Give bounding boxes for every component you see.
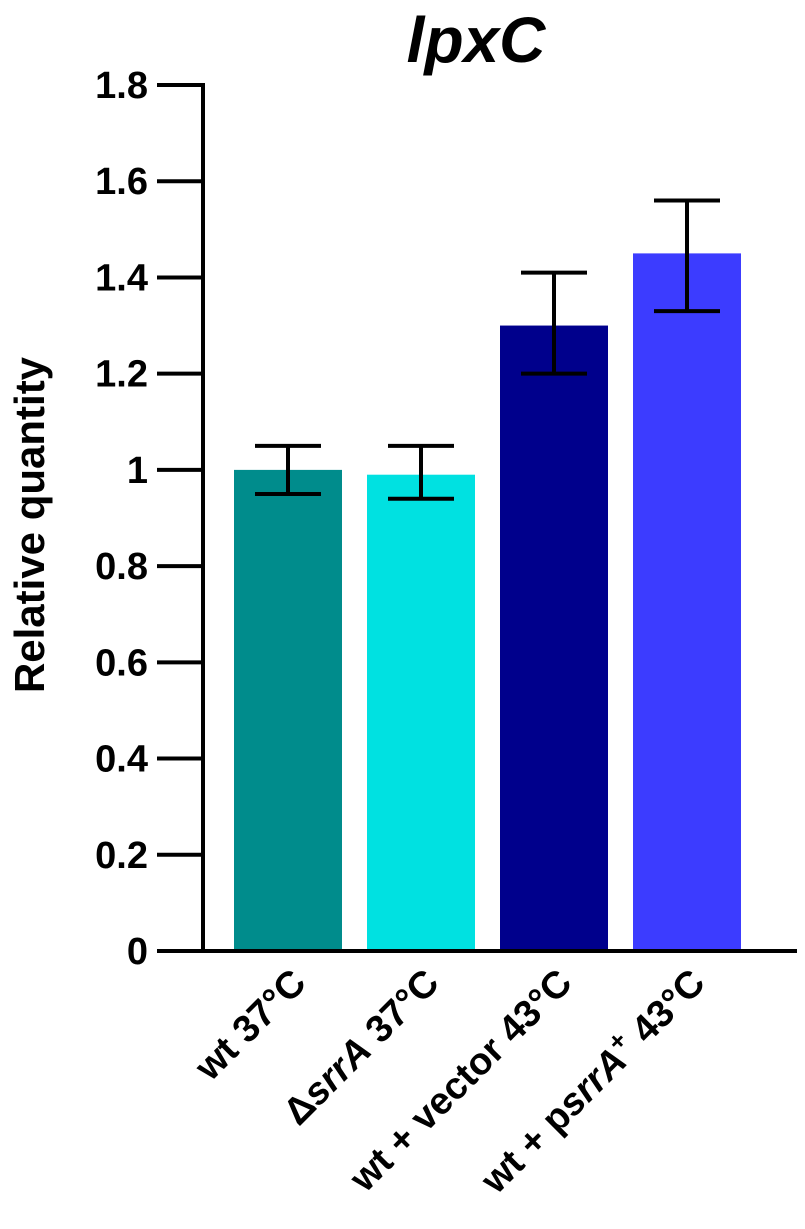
x-category-label: wt 37°C <box>187 962 315 1090</box>
bars <box>234 253 741 951</box>
error-bars <box>255 198 720 501</box>
category-label-part: 37°C <box>350 962 447 1059</box>
y-tick-label: 0.2 <box>95 835 148 877</box>
y-tick-label: 1.6 <box>95 161 148 203</box>
category-label-part: wt + vector 43°C <box>341 962 580 1201</box>
y-tick-label: 1.4 <box>95 257 148 299</box>
category-label-part: wt + p <box>473 1095 580 1202</box>
chart-title: lpxC <box>407 4 546 76</box>
y-tick-label: 0.4 <box>95 739 148 781</box>
bar <box>367 474 475 951</box>
category-label-part: wt 37°C <box>187 962 315 1090</box>
bar <box>500 325 608 951</box>
category-label-part: 43°C <box>616 962 713 1059</box>
x-category-label: wt + vector 43°C <box>341 962 580 1201</box>
y-tick-label: 1.2 <box>95 354 148 396</box>
y-tick-label: 0 <box>127 931 148 973</box>
x-category-label: wt + psrrA+ 43°C <box>468 957 713 1202</box>
y-tick-label: 0.6 <box>95 642 148 684</box>
bar <box>633 253 741 951</box>
y-axis-ticks: 0 0.2 0.4 0.6 0.8 1 1.2 1.4 1.6 1.8 <box>95 65 203 973</box>
y-tick-label: 1 <box>127 450 148 492</box>
y-axis-label: Relative quantity <box>6 356 53 693</box>
y-tick-label: 1.8 <box>95 65 148 107</box>
y-tick-label: 0.8 <box>95 546 148 588</box>
bar <box>234 469 342 951</box>
